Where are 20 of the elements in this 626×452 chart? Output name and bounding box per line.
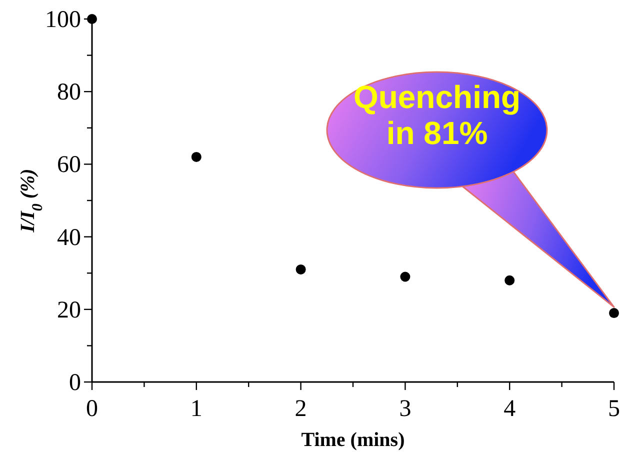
x-tick-label: 0 <box>86 396 98 422</box>
point <box>609 308 619 318</box>
x-tick-label: 2 <box>294 396 307 422</box>
point <box>504 275 515 286</box>
x-tick-label: 3 <box>399 396 412 422</box>
y-tick-label: 20 <box>57 297 81 324</box>
point <box>191 152 202 162</box>
x-tick-label: 1 <box>190 396 202 422</box>
y-tick-label: 0 <box>69 370 81 396</box>
y-tick-label: 40 <box>57 224 81 251</box>
y-tick-label: 80 <box>57 80 81 106</box>
x-tick-label: 5 <box>608 396 620 422</box>
point <box>296 264 306 274</box>
y-tick-label: 60 <box>57 152 81 178</box>
x-axis-title: Time (mins) <box>301 429 405 451</box>
y-tick-label: 100 <box>45 7 81 33</box>
point <box>400 272 410 282</box>
annotation: Quenching in 81% <box>353 79 521 151</box>
point <box>87 14 97 24</box>
x-tick-label: 4 <box>504 396 516 422</box>
